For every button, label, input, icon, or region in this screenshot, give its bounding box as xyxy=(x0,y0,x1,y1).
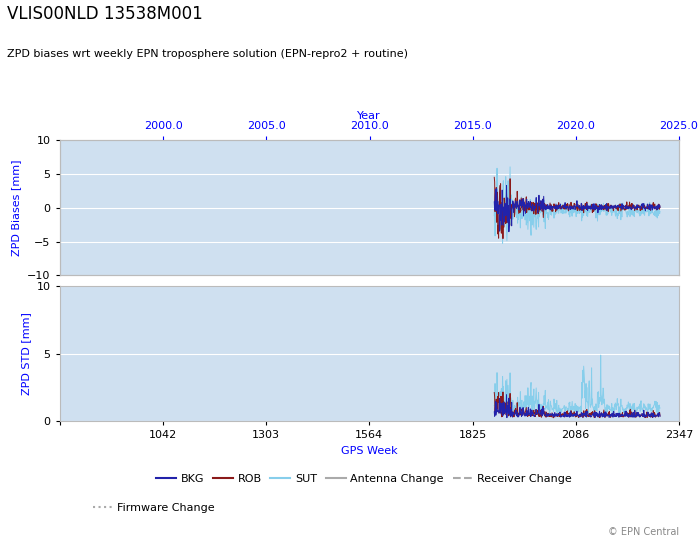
Text: VLIS00NLD 13538M001: VLIS00NLD 13538M001 xyxy=(7,5,203,23)
Legend: BKG, ROB, SUT, Antenna Change, Receiver Change: BKG, ROB, SUT, Antenna Change, Receiver … xyxy=(152,470,576,489)
Text: ZPD biases wrt weekly EPN troposphere solution (EPN-repro2 + routine): ZPD biases wrt weekly EPN troposphere so… xyxy=(7,49,408,59)
Text: © EPN Central: © EPN Central xyxy=(608,527,679,537)
Y-axis label: ZPD Biases [mm]: ZPD Biases [mm] xyxy=(11,160,22,256)
X-axis label: GPS Week: GPS Week xyxy=(341,446,398,456)
Y-axis label: ZPD STD [mm]: ZPD STD [mm] xyxy=(21,312,31,395)
Legend: Firmware Change: Firmware Change xyxy=(88,498,220,517)
X-axis label: Year: Year xyxy=(358,111,381,120)
